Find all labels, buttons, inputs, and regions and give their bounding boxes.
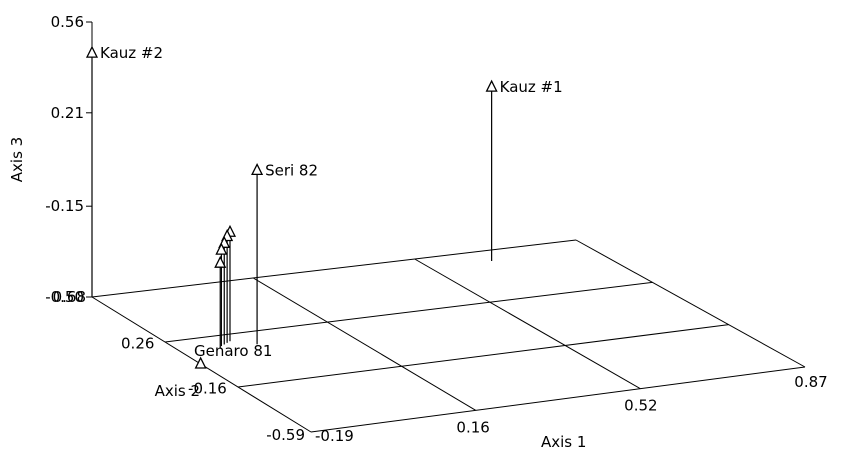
axis-3-tick-label: 0.56 [51, 13, 84, 31]
axis-2-tick-label: 0.26 [121, 335, 154, 353]
axis-2-title: Axis 2 [155, 382, 200, 400]
axis-1-tick-label: 0.52 [624, 396, 657, 414]
floor-grid-line-x [575, 239, 806, 368]
data-point-label: Seri 82 [265, 161, 318, 179]
data-point-triangle [215, 242, 228, 255]
floor-grid-line-x [414, 258, 641, 390]
axis-1-tick-label: 0.87 [794, 373, 827, 391]
axis-1-tick-label: -0.19 [315, 427, 354, 445]
floor-grid-line-y [91, 239, 577, 298]
axis-2-tick-label: 0.68 [53, 288, 86, 306]
floor-grid-line-y [237, 324, 729, 388]
data-point-label: Kauz #2 [100, 44, 163, 62]
data-point-triangle [194, 356, 207, 369]
data-point-triangle [485, 79, 498, 92]
data-point-triangle [251, 162, 264, 176]
axes [86, 21, 93, 298]
axis-2-tick-label: -0.16 [188, 379, 227, 397]
axis-3-tick-label: 0.21 [51, 104, 84, 122]
floor-grid [91, 239, 806, 433]
point-stems [91, 53, 493, 349]
data-point-triangle [214, 255, 227, 268]
floor-grid-line-y [310, 366, 806, 433]
point-markers [85, 45, 498, 369]
floor-grid-line-y [164, 281, 653, 343]
axis-1-title: Axis 1 [541, 433, 586, 451]
data-point-label: Kauz #1 [500, 78, 563, 96]
axis-3-tick-label: -0.15 [45, 197, 84, 215]
axis-3-title: Axis 3 [8, 137, 26, 182]
axis-1-tick-label: 0.16 [456, 419, 489, 437]
data-point-label: Genaro 81 [194, 342, 272, 360]
axis-3-tick-label: -0.50 [45, 288, 84, 306]
data-point-triangle [85, 45, 99, 58]
floor-grid-line-x [253, 277, 476, 411]
axis-2-tick-label: -0.59 [266, 426, 305, 444]
labels: -0.50 -0.15 0.21 0.56 Axis 3 -0.59 -0.16 0.26 0.… [8, 13, 828, 451]
